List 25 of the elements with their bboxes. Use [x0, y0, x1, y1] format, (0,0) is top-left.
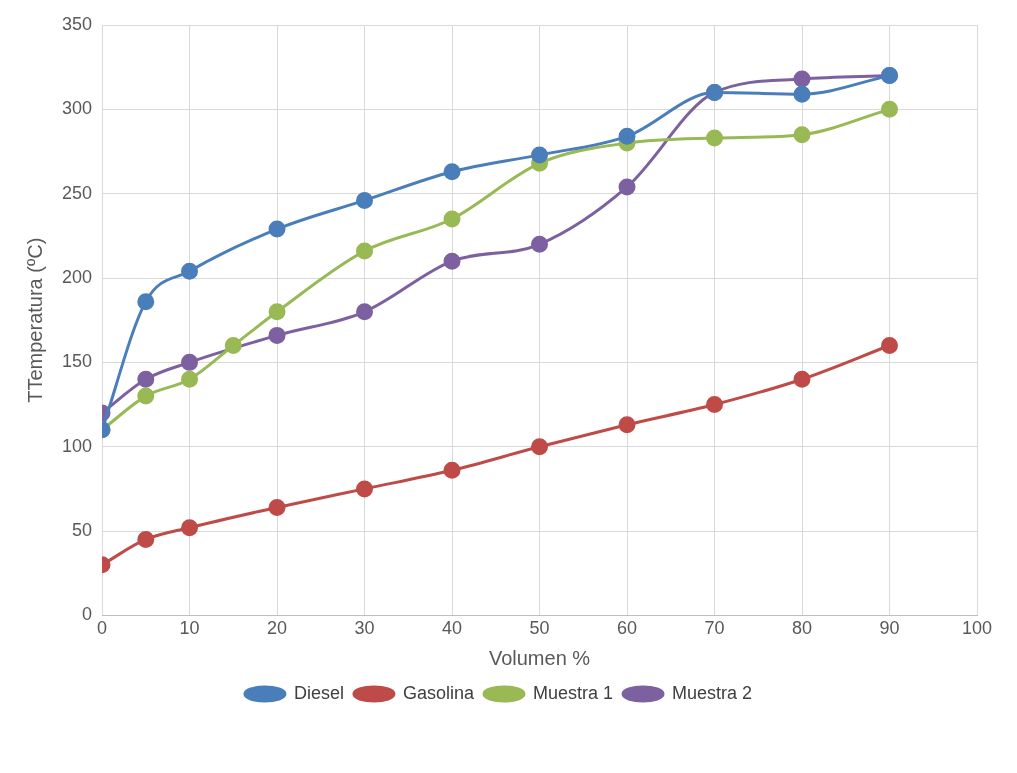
y-tick-label: 0	[82, 604, 93, 625]
y-tick-label: 350	[61, 13, 93, 34]
x-axis-title: Volumen %	[488, 646, 591, 669]
x-tick-label: 20	[267, 618, 288, 639]
x-tick-label: 100	[961, 618, 993, 639]
y-axis-title: TTemperatura (ºC)	[23, 237, 46, 403]
x-tick-label: 50	[529, 618, 550, 639]
y-tick-label: 300	[61, 98, 93, 119]
legend-label: Muestra 2	[672, 682, 753, 703]
y-tick-label: 50	[72, 520, 93, 541]
x-tick-label: 70	[704, 618, 725, 639]
legend-label: Muestra 1	[533, 682, 614, 703]
x-tick-label: 80	[791, 618, 813, 639]
y-tick-label: 150	[61, 351, 93, 372]
legend-label: Diesel	[293, 682, 344, 703]
x-tick-label: 90	[879, 618, 900, 639]
y-tick-label: 200	[61, 267, 93, 287]
legend-label: Gasolina	[402, 682, 475, 703]
y-tick-label: 100	[61, 435, 93, 456]
x-tick-label: 10	[179, 618, 200, 639]
x-tick-label: 30	[354, 618, 375, 639]
y-tick-label: 250	[61, 182, 93, 203]
x-tick-label: 0	[97, 618, 108, 639]
x-tick-label: 60	[617, 618, 638, 639]
x-tick-label: 40	[442, 618, 463, 639]
